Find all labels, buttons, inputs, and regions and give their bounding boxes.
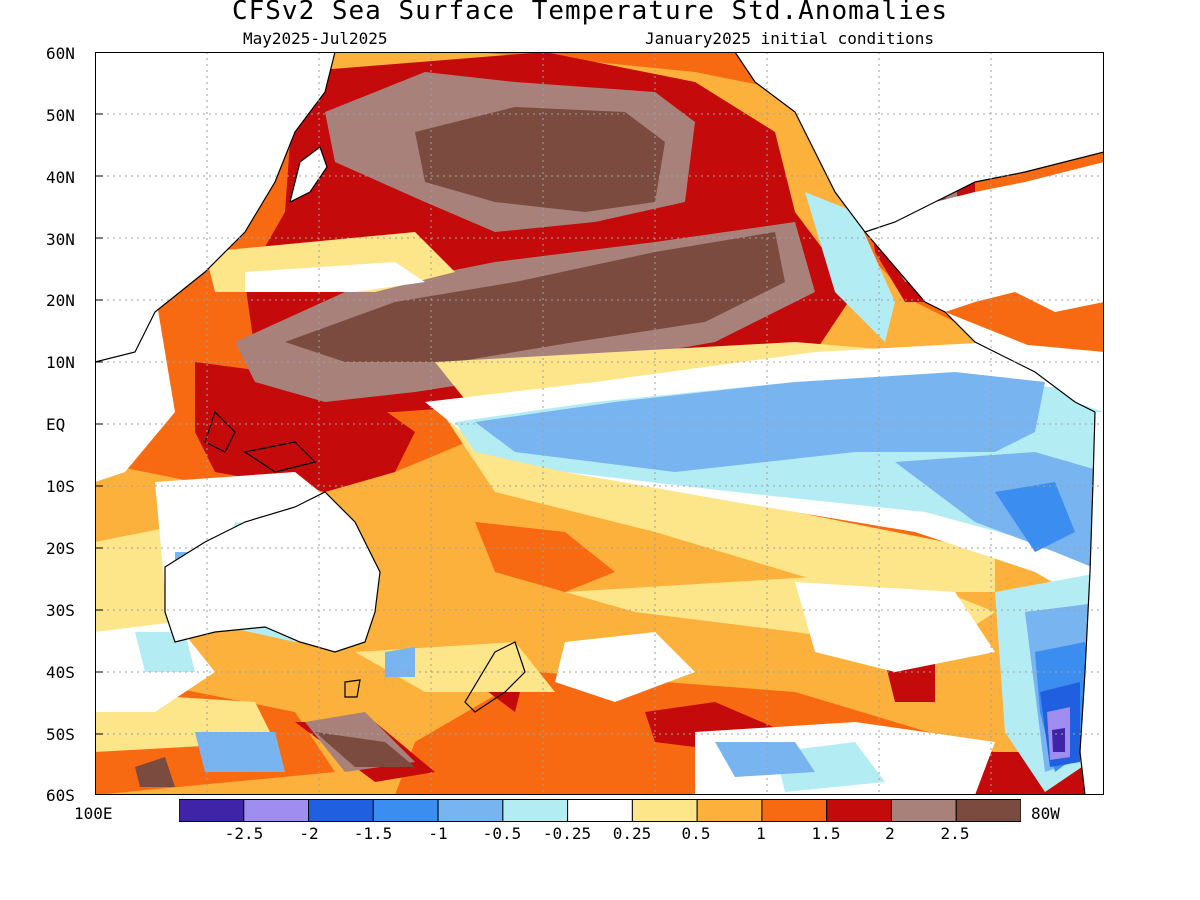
colorbar-label: -1.5 [353, 824, 393, 843]
colorbar-swatch [243, 799, 310, 822]
sst-anomaly-map [95, 52, 1104, 795]
colorbar-swatch [308, 799, 374, 822]
lat-label-10n: 10N [46, 353, 75, 372]
forecast-period: May2025-Jul2025 [243, 29, 388, 48]
cool-anomaly-lt-2.5 [1052, 728, 1065, 752]
colorbar-swatch [631, 799, 698, 822]
lat-label-20s: 20S [46, 539, 75, 558]
colorbar-swatch [179, 799, 245, 822]
colorbar-swatch [696, 799, 763, 822]
initial-conditions: January2025 initial conditions [645, 29, 934, 48]
colorbar-label: -1 [428, 824, 448, 843]
lon-label-right: 80W [1031, 804, 1060, 823]
lat-label-50n: 50N [46, 106, 75, 125]
coastlines [95, 52, 1104, 795]
lat-ticks [95, 113, 103, 735]
colorbar-swatch [955, 799, 1021, 822]
warm-anomaly-gt-2.5 [135, 107, 955, 787]
colorbar-swatch [437, 799, 504, 822]
lat-label-20n: 20N [46, 291, 75, 310]
colorbar-label: -0.5 [482, 824, 522, 843]
colorbar-label: -2 [299, 824, 319, 843]
colorbar-swatch [567, 799, 633, 822]
colorbar-label: -2.5 [224, 824, 264, 843]
colorbar-label: 1 [756, 824, 766, 843]
colorbar-swatch [890, 799, 957, 822]
lat-label-30n: 30N [46, 230, 75, 249]
chart-title: CFSv2 Sea Surface Temperature Std.Anomal… [231, 0, 949, 26]
lat-label-30s: 30S [46, 601, 75, 620]
colorbar-swatch [502, 799, 569, 822]
lat-label-eq: EQ [46, 415, 66, 434]
colorbar [179, 799, 1021, 822]
lat-label-10s: 10S [46, 477, 75, 496]
lat-label-60s: 60S [46, 786, 75, 805]
lat-label-60n: 60N [46, 44, 75, 63]
colorbar-swatch [761, 799, 828, 822]
colorbar-label: 0.25 [612, 824, 652, 843]
lon-label-left: 100E [74, 804, 113, 823]
graticule [95, 52, 1104, 795]
lat-label-50s: 50S [46, 725, 75, 744]
colorbar-label: 2.5 [940, 824, 970, 843]
colorbar-label: -0.25 [542, 824, 592, 843]
colorbar-label: 2 [885, 824, 895, 843]
lat-label-40s: 40S [46, 663, 75, 682]
land-mask [95, 52, 1104, 795]
lat-label-40n: 40N [46, 168, 75, 187]
colorbar-label: 1.5 [811, 824, 841, 843]
colorbar-swatch [372, 799, 439, 822]
colorbar-swatch [826, 799, 892, 822]
colorbar-label: 0.5 [681, 824, 711, 843]
